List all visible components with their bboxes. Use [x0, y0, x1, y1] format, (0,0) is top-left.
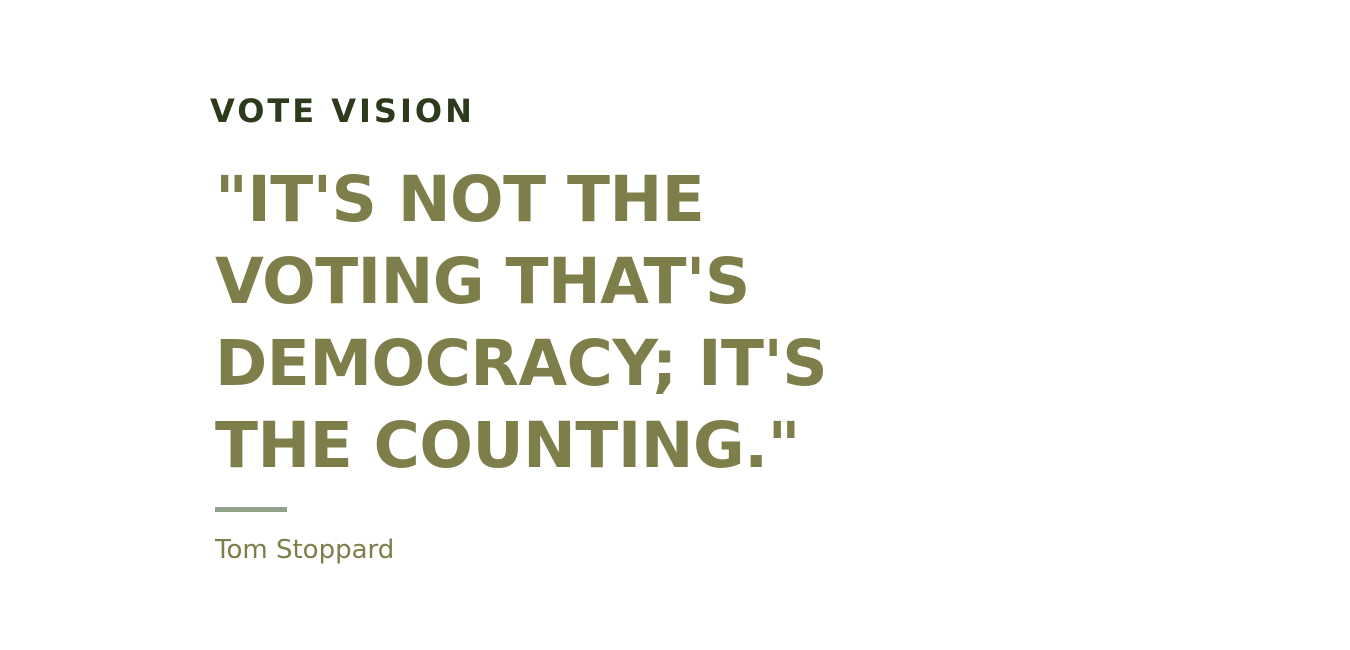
quote-line: DEMOCRACY; IT'S	[215, 327, 828, 400]
quote-divider	[215, 507, 287, 512]
quote-author: Tom Stoppard	[215, 535, 395, 565]
brand-heading: VOTE VISION	[210, 92, 475, 130]
quote-line: "IT'S NOT THE	[215, 163, 705, 236]
quote-section: VOTE VISION "IT'S NOT THE VOTING THAT'S …	[210, 88, 910, 566]
quote-line: THE COUNTING."	[215, 409, 800, 482]
quote-text: "IT'S NOT THE VOTING THAT'S DEMOCRACY; I…	[215, 159, 835, 487]
quote-line: VOTING THAT'S	[215, 245, 750, 318]
